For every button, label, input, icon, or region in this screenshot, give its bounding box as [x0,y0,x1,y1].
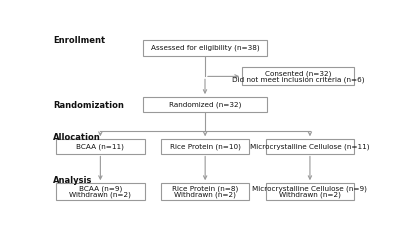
Text: Withdrawn (n=2): Withdrawn (n=2) [70,191,131,198]
FancyBboxPatch shape [143,97,267,112]
Text: Rice Protein (n=8): Rice Protein (n=8) [172,185,238,192]
Text: Withdrawn (n=2): Withdrawn (n=2) [279,191,341,198]
Text: BCAA (n=9): BCAA (n=9) [79,185,122,192]
Text: Assessed for eligibility (n=38): Assessed for eligibility (n=38) [151,45,259,51]
Text: Allocation: Allocation [53,133,101,142]
Text: Microcrystalline Cellulose (n=11): Microcrystalline Cellulose (n=11) [250,143,370,150]
Text: BCAA (n=11): BCAA (n=11) [76,143,124,150]
FancyBboxPatch shape [266,139,354,154]
Text: Did not meet inclusion criteria (n=6): Did not meet inclusion criteria (n=6) [232,76,364,82]
FancyBboxPatch shape [161,183,249,200]
Text: Microcrystalline Cellulose (n=9): Microcrystalline Cellulose (n=9) [252,185,367,192]
FancyBboxPatch shape [56,183,144,200]
FancyBboxPatch shape [56,139,144,154]
FancyBboxPatch shape [266,183,354,200]
Text: Withdrawn (n=2): Withdrawn (n=2) [174,191,236,198]
FancyBboxPatch shape [143,40,267,56]
FancyBboxPatch shape [242,67,354,85]
Text: Analysis: Analysis [53,176,92,185]
Text: Randomized (n=32): Randomized (n=32) [169,101,241,108]
Text: Enrollment: Enrollment [53,36,105,45]
Text: Randomization: Randomization [53,101,124,110]
FancyBboxPatch shape [161,139,249,154]
Text: Rice Protein (n=10): Rice Protein (n=10) [170,143,240,150]
Text: Consented (n=32): Consented (n=32) [265,70,331,77]
